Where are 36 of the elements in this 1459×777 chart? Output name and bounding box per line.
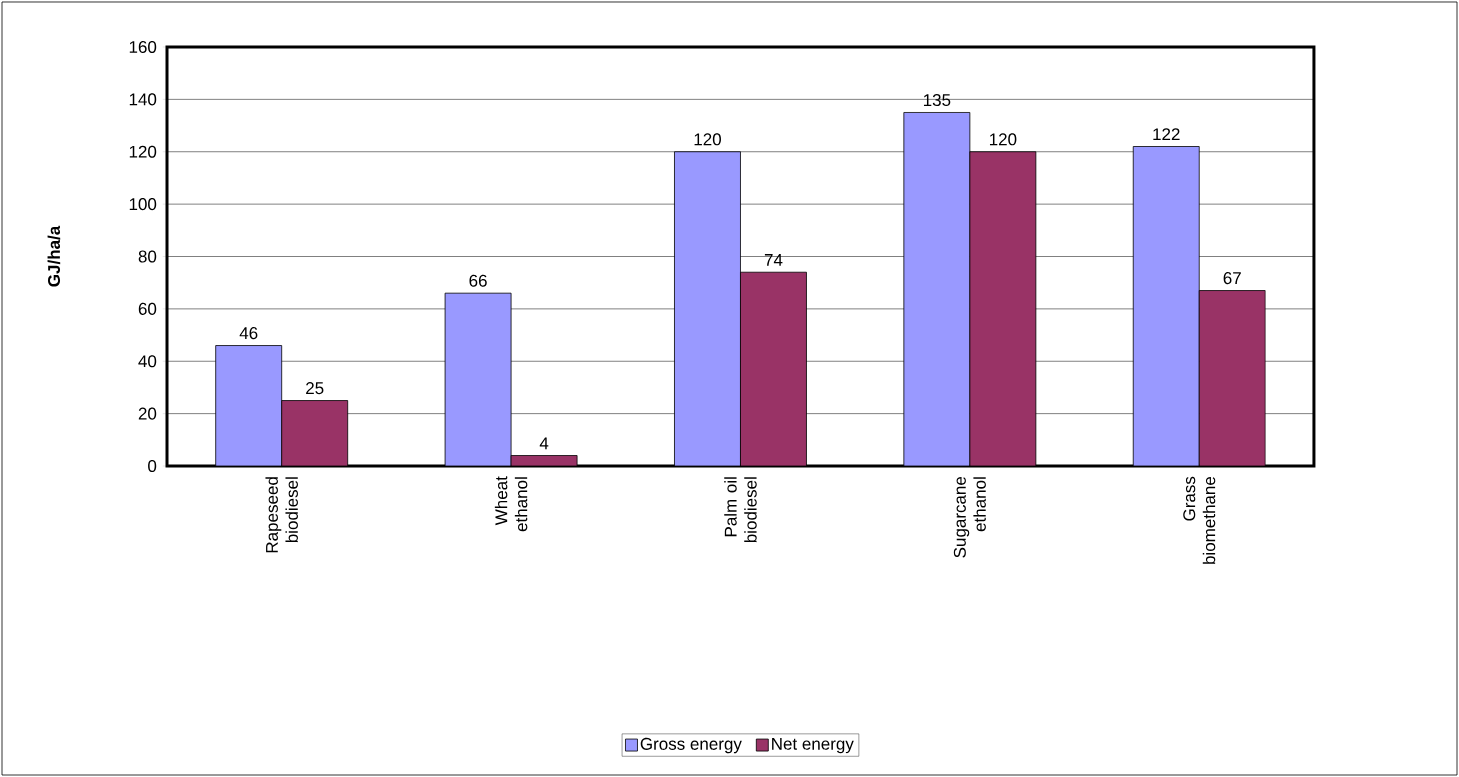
x-tick-label: Grass biomethane: [1183, 476, 1216, 564]
y-tick-label: 140: [129, 93, 157, 106]
y-tick-label: 60: [138, 302, 157, 315]
data-label: 66: [469, 274, 487, 287]
legend-label: Gross energy: [640, 737, 742, 754]
x-tick-label: Sugarcane ethanol: [953, 476, 986, 558]
bar: [215, 345, 283, 466]
legend-label: Net energy: [772, 737, 854, 754]
y-tick-label: 100: [129, 198, 157, 211]
data-label: 122: [1153, 128, 1180, 141]
y-tick-label: 20: [138, 407, 157, 420]
bar: [1132, 146, 1200, 466]
bar: [1198, 290, 1266, 466]
x-tick-label: Rapeseed biodiesel: [265, 477, 298, 553]
x-tick-label: Wheat ethanol: [494, 476, 528, 532]
data-label: 46: [239, 327, 258, 340]
data-label: 4: [539, 437, 549, 450]
y-tick-label: 160: [129, 40, 157, 54]
bar: [969, 151, 1037, 466]
y-tick-label: 120: [129, 145, 157, 158]
bar: [444, 292, 512, 466]
data-label: 25: [306, 382, 324, 395]
bar: [281, 400, 349, 466]
y-tick-label: 0: [148, 459, 157, 473]
data-label: 135: [923, 94, 951, 107]
y-tick-label: 40: [138, 355, 157, 368]
data-label: 67: [1223, 272, 1241, 285]
data-label: 120: [989, 133, 1017, 146]
bar: [674, 151, 741, 466]
y-axis-title: GJ/ha/a: [47, 225, 61, 287]
y-tick-label: 80: [138, 250, 157, 263]
data-label: 120: [694, 133, 721, 146]
bar: [903, 112, 971, 466]
data-label: 74: [764, 254, 783, 266]
x-tick-label: Palm oil biodiesel: [724, 477, 757, 543]
bar: [740, 271, 807, 466]
